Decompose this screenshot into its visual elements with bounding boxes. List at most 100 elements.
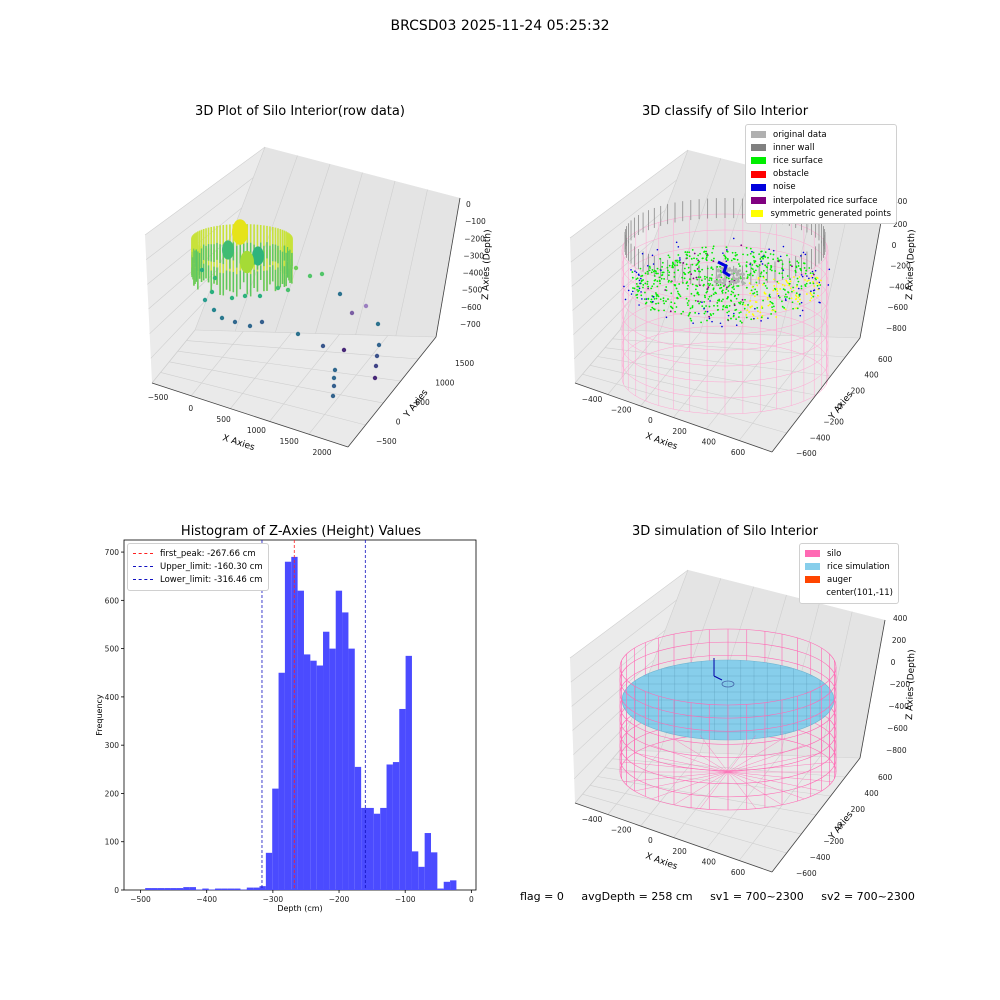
rice-surface-point [705,250,708,253]
rice-surface-point [810,275,813,277]
legend-label: Lower_limit: -316.46 cm [160,574,263,585]
histogram-bar [399,708,406,890]
noise-point [733,312,735,315]
raw-data-point [337,291,343,297]
raw-data-point [275,285,281,291]
rice-surface-point [778,296,781,299]
silo-floor-line [651,771,729,800]
classify-legend-item: inner wall [751,141,891,154]
rice-surface-point [774,270,776,272]
noise-point [828,268,831,271]
rice-surface-point [736,253,738,256]
rice-surface-point [660,277,663,280]
rice-surface-point [741,298,744,301]
rice-surface-point [745,286,748,289]
rice-surface-point [776,280,779,283]
rice-surface-point [716,304,719,307]
rice-surface-point [688,251,691,254]
rice-surface-point [777,282,780,285]
raw-data-point [320,343,326,349]
rice-surface-point [709,282,712,285]
raw-data-point [349,310,355,316]
histogram-legend-item: Lower_limit: -316.46 cm [133,573,263,586]
rice-surface-point [789,264,792,266]
rice-surface-point [703,312,706,315]
histogram-y-tick-label: 400 [105,693,120,702]
rice-surface-point [636,288,639,291]
rice-surface-point [739,320,742,323]
rice-surface-point [735,297,738,300]
rice-surface-point [808,279,810,282]
classify-z-tick-label: 0 [892,241,897,250]
rice-surface-point [689,317,692,320]
silo-ring [619,666,837,706]
raw-data-point [232,319,238,325]
rice-surface-point [791,265,793,268]
rice-surface-point [812,282,815,285]
classify-y-tick-label: 600 [878,355,893,364]
histogram-legend-item: first_peak: -267.66 cm [133,547,263,560]
rice-surface-point [705,256,708,259]
rice-surface-point [736,258,739,261]
noise-point [801,275,804,278]
rice-surface-point [730,317,732,320]
rice-surface-point [751,263,754,266]
rice-surface-point [751,305,753,308]
rice-surface-point [732,291,735,294]
rice-surface-point [726,259,729,261]
raw-data-point [199,267,205,273]
rice-surface-point [797,296,800,299]
classify-z-axis-label: Z Axies (Depth) [905,229,917,300]
rice-surface-point [684,251,687,253]
rice-surface-point [788,284,791,287]
rice-surface-point [668,264,671,267]
raw-data-point [307,273,313,279]
original-data-point [736,271,740,275]
rice-surface-point [784,308,787,311]
rice-surface-point [647,285,650,288]
rice-surface-point [752,314,755,317]
histogram-bar [316,665,324,890]
raw-z-tick-label: 0 [466,200,471,209]
silo-floor-line [727,752,822,773]
silo-ring [621,297,829,335]
original-data-point [742,276,746,280]
noise-point [753,317,755,320]
raw-z-tick-label: −500 [462,286,483,295]
rice-surface-point [690,273,693,276]
rice-surface-point [764,293,767,295]
rice-surface-point [795,297,798,300]
noise-point [638,279,641,282]
rice-surface-point [697,293,700,296]
rice-surface-point [704,246,707,249]
rice-surface-point [772,289,775,292]
noise-point [652,296,655,298]
original-data-point [742,272,745,276]
raw-z-tick-label: −700 [460,320,481,329]
rice-surface-point [656,285,659,288]
rice-surface-point [781,300,783,303]
simulation-legend: silo rice simulation auger center(101,-11) [799,543,899,604]
legend-swatch [805,550,820,558]
rice-surface-point [735,308,738,311]
rice-surface-point [788,261,791,263]
raw-data-point [252,246,264,266]
rice-surface-point [663,302,666,305]
rice-surface-point [726,306,729,309]
rice-surface-point [766,296,769,299]
classify-3d-plot: −400 −200 0 200 400 600 −600 −400 −200 0 200 400 60… [569,149,917,458]
rice-surface-point [653,275,656,277]
raw-3d-box [145,147,460,447]
rice-surface-point [812,273,815,276]
rice-surface-point [631,276,634,279]
legend-label: silo [827,548,842,559]
silo-ring [621,329,829,367]
noise-point [640,277,642,280]
noise-point [797,287,800,290]
silo-floor-line [727,771,783,806]
rice-surface-point [661,261,664,264]
rice-surface-point [724,306,727,309]
rice-surface-point [785,281,788,283]
raw-data-point [209,289,215,295]
rice-surface-point [738,301,740,304]
